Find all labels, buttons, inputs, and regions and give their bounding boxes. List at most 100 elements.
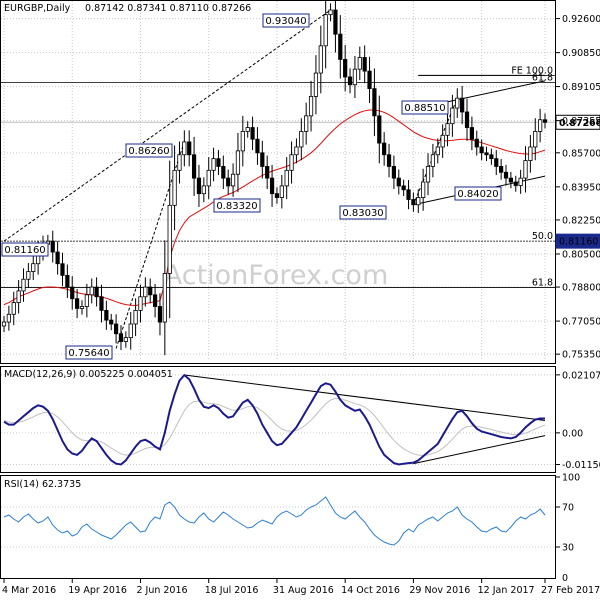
price-bar-body [231, 174, 234, 186]
price-grid [1, 1, 555, 360]
support-price-label: 0.81160 [559, 237, 598, 248]
price-bar-body [110, 320, 113, 324]
price-bar-body [95, 287, 98, 297]
macd-y-tick-label: 0.00 [562, 428, 583, 439]
price-callout-label: 0.83030 [342, 208, 383, 219]
price-y-tick-label: 0.83950 [562, 182, 600, 193]
price-bar-body [534, 131, 537, 147]
price-bar-body [382, 143, 385, 155]
price-bar-body [514, 182, 517, 186]
price-bar-body [71, 287, 74, 299]
macd-trendlines [184, 375, 545, 464]
macd-y-tick-label: -0.011507 [562, 460, 600, 471]
price-bar-body [387, 155, 390, 167]
date-tick-label: 19 Apr 2016 [68, 585, 127, 596]
price-bar-body [538, 120, 541, 132]
price-bar-body [202, 186, 205, 194]
price-bar-body [212, 159, 215, 171]
price-callout-label: 0.93040 [265, 16, 306, 27]
price-bar-body [246, 128, 249, 132]
rsi-y-tick-label: 70 [562, 503, 574, 514]
price-bar-body [61, 264, 64, 276]
price-bar-body [188, 142, 191, 155]
price-y-tick-label: 0.92600 [562, 14, 600, 25]
price-bar-body [460, 98, 463, 112]
price-bar-body [412, 200, 415, 205]
price-bar-body [451, 108, 454, 124]
price-bar-body [475, 139, 478, 147]
price-bar-body [368, 71, 371, 89]
price-bar-body [529, 147, 532, 161]
price-bar-body [509, 178, 512, 182]
price-bar-body [149, 287, 152, 295]
price-bar-body [353, 69, 356, 85]
price-bar-body [105, 310, 108, 320]
price-bar-body [485, 153, 488, 155]
date-tick-label: 31 Aug 2016 [273, 585, 334, 596]
price-bar-body [173, 170, 176, 205]
price-bar-body [129, 324, 132, 338]
price-bar-body [22, 279, 25, 291]
price-y-tick-label: 0.85700 [562, 148, 600, 159]
price-y-tick-label: 0.77050 [562, 317, 600, 328]
price-bar-body [339, 34, 342, 59]
price-bar-body [319, 46, 322, 73]
price-bar-body [80, 307, 83, 309]
price-bar-body [504, 172, 507, 178]
price-bar-body [217, 159, 220, 167]
rsi-grid [1, 507, 555, 547]
price-bar-body [490, 155, 493, 159]
price-bar-body [285, 170, 288, 186]
price-bar-body [222, 166, 225, 178]
price-bar-body [480, 147, 483, 153]
price-bar-body [51, 241, 54, 252]
price-bars [2, 0, 546, 355]
price-bar-body [407, 190, 410, 200]
date-tick-label: 29 Nov 2016 [409, 585, 470, 596]
macd-y-axis: 0.0210740.00-0.011507 [555, 370, 600, 471]
price-callout-label: 0.75640 [68, 348, 109, 359]
price-callout-label: 0.88510 [404, 103, 445, 114]
price-bar-body [295, 147, 298, 155]
rsi-header: RSI(14) 62.3735 [4, 479, 81, 490]
price-bar-body [100, 297, 103, 311]
price-bar-body [402, 186, 405, 190]
price-bar-body [275, 194, 278, 198]
price-bar-body [465, 112, 468, 128]
date-tick-label: 2 Jun 2016 [136, 585, 187, 596]
price-bar-body [270, 178, 273, 194]
price-bar-body [314, 73, 317, 96]
price-bar-body [265, 166, 268, 178]
price-bar-body [256, 139, 259, 153]
price-bar-body [114, 324, 117, 334]
macd-header: MACD(12,26,9) 0.005225 0.004051 [4, 369, 173, 380]
price-bar-body [324, 15, 327, 46]
price-bar-body [168, 205, 171, 273]
macd-pane-frame [1, 367, 556, 473]
price-bar-body [66, 275, 69, 287]
date-tick-label: 4 Mar 2016 [2, 585, 56, 596]
price-y-tick-label: 0.90850 [562, 48, 600, 59]
price-bar-body [183, 142, 186, 155]
price-bar-body [524, 161, 527, 179]
price-y-axis: 0.926000.908500.891050.873550.857000.839… [555, 14, 600, 361]
price-bar-body [441, 135, 444, 147]
price-bar-body [7, 314, 10, 322]
price-y-tick-label: 0.87355 [562, 116, 600, 127]
price-bar-body [90, 287, 93, 295]
watermark: ActionForex.com [164, 260, 389, 291]
price-bar-body [446, 124, 449, 136]
macd-trendline [413, 436, 545, 464]
rsi-y-tick-label: 30 [562, 543, 574, 554]
price-bar-body [207, 170, 210, 186]
price-bar-body [56, 252, 59, 264]
price-bar-body [495, 159, 498, 167]
price-y-tick-label: 0.78800 [562, 283, 600, 294]
price-bar-body [456, 98, 459, 108]
price-bar-body [363, 57, 366, 71]
macd-pane: 0.0210740.00-0.011507 MACD(12,26,9) 0.00… [1, 367, 600, 473]
price-bar-body [397, 178, 400, 186]
price-bar-body [343, 59, 346, 77]
price-callout-label: 0.86260 [128, 146, 169, 157]
